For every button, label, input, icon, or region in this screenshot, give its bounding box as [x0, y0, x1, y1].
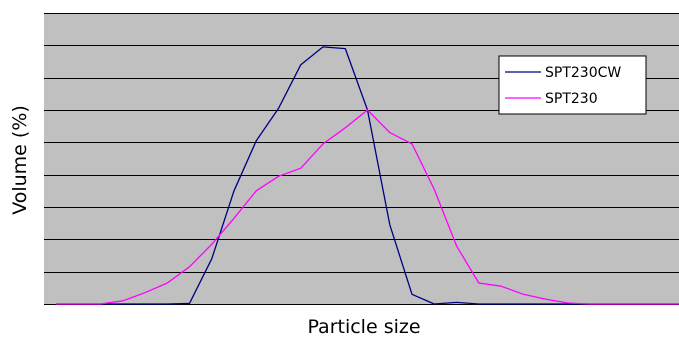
- x-axis-label: Particle size: [307, 316, 420, 338]
- legend-label-spt230cw: SPT230CW: [545, 65, 621, 81]
- legend: SPT230CW SPT230: [498, 55, 647, 115]
- series-line-spt230: [56, 109, 679, 305]
- y-axis-label: Volume (%): [9, 105, 31, 215]
- legend-label-spt230: SPT230: [545, 91, 598, 107]
- series-lines: [56, 46, 679, 305]
- legend-box: [498, 55, 647, 115]
